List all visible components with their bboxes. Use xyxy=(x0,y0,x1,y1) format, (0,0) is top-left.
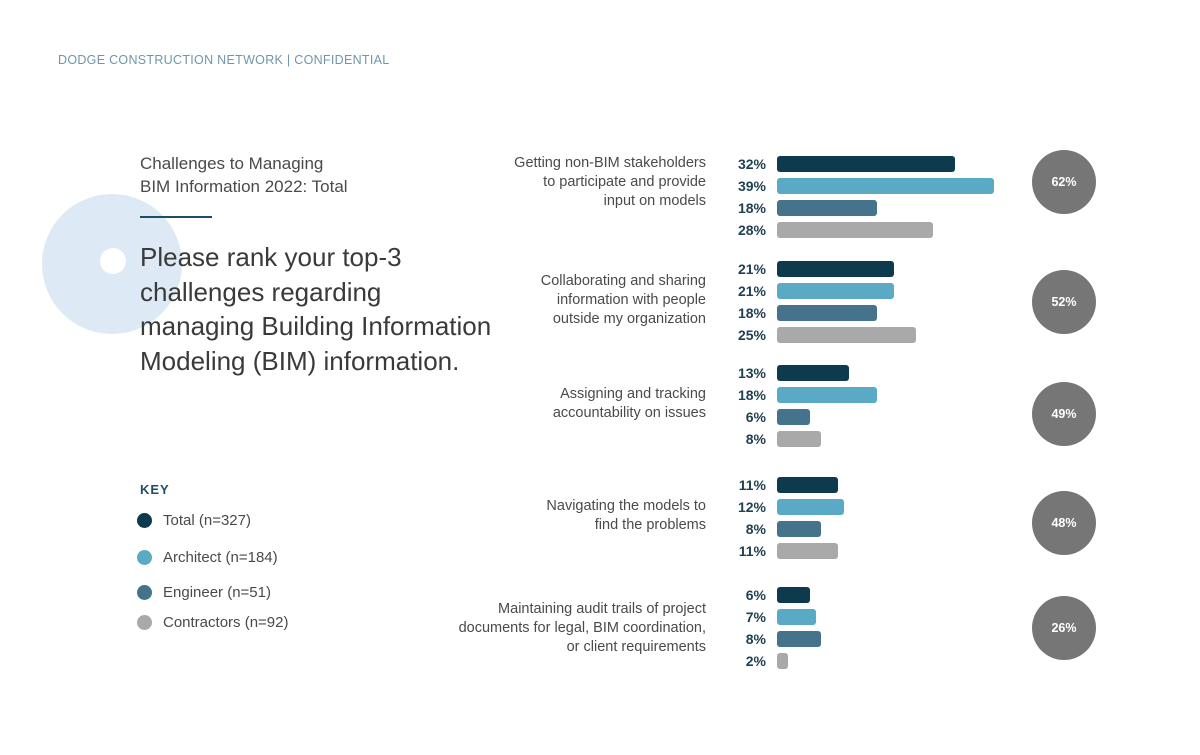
key-swatch-architect xyxy=(137,550,152,565)
bar xyxy=(777,409,811,425)
question-text: Please rank your top-3 challenges regard… xyxy=(140,242,492,376)
key-label-engineer: Engineer (n=51) xyxy=(163,584,271,601)
data-label: 6% xyxy=(745,409,766,425)
bar xyxy=(777,543,839,559)
data-label: 11% xyxy=(738,477,766,493)
data-label: 18% xyxy=(737,305,766,321)
total-badge: 62% xyxy=(1032,150,1096,214)
data-label: 8% xyxy=(745,431,766,447)
data-label: 18% xyxy=(737,200,766,216)
bar xyxy=(777,521,822,537)
bar xyxy=(777,609,816,625)
data-label: 6% xyxy=(745,587,766,603)
data-label: 39% xyxy=(737,178,766,194)
bar xyxy=(777,387,878,403)
key-item-contractors: Contractors (n=92) xyxy=(137,614,288,631)
key-label-contractors: Contractors (n=92) xyxy=(163,614,289,631)
bar xyxy=(777,477,839,493)
category-label: Getting non-BIM stakeholders to particip… xyxy=(514,155,706,209)
key-label-architect: Architect (n=184) xyxy=(163,549,278,566)
data-label: 13% xyxy=(737,365,766,381)
key-item-architect: Architect (n=184) xyxy=(137,549,278,566)
key-label-total: Total (n=327) xyxy=(163,512,251,529)
total-badge: 52% xyxy=(1032,270,1096,334)
bar xyxy=(777,431,822,447)
data-label: 12% xyxy=(737,499,766,515)
bar xyxy=(777,587,811,603)
total-badge: 49% xyxy=(1032,382,1096,446)
category-label: Maintaining audit trails of project docu… xyxy=(458,601,706,655)
data-label: 8% xyxy=(745,631,766,647)
bar xyxy=(777,365,850,381)
bar xyxy=(777,653,789,669)
data-label: 11% xyxy=(738,543,766,559)
bar xyxy=(777,156,955,172)
bar xyxy=(777,283,894,299)
data-label: 21% xyxy=(737,261,766,277)
key-swatch-contractors xyxy=(137,615,152,630)
bar xyxy=(777,200,878,216)
bar xyxy=(777,499,844,515)
total-badge: 26% xyxy=(1032,596,1096,660)
bar xyxy=(777,327,916,343)
key-swatch-engineer xyxy=(137,585,152,600)
data-label: 21% xyxy=(737,283,766,299)
bar xyxy=(777,222,933,238)
data-label: 8% xyxy=(745,521,766,537)
data-label: 7% xyxy=(745,609,766,625)
bar xyxy=(777,261,894,277)
data-label: 18% xyxy=(737,387,766,403)
title-rule xyxy=(140,216,212,218)
chart-title: Challenges to Managing BIM Information 2… xyxy=(140,154,348,196)
key-item-engineer: Engineer (n=51) xyxy=(137,584,271,601)
data-label: 2% xyxy=(745,653,766,669)
bar xyxy=(777,631,822,647)
key-swatch-total xyxy=(137,513,152,528)
decorative-dot xyxy=(100,248,126,274)
data-label: 28% xyxy=(737,222,766,238)
key-item-total: Total (n=327) xyxy=(137,512,251,529)
header-text: DODGE CONSTRUCTION NETWORK | CONFIDENTIA… xyxy=(58,53,390,67)
category-label: Assigning and tracking accountability on… xyxy=(552,386,706,421)
bar xyxy=(777,305,878,321)
category-label: Collaborating and sharing information wi… xyxy=(540,273,706,327)
bar xyxy=(777,178,994,194)
data-label: 25% xyxy=(737,327,766,343)
data-label: 32% xyxy=(737,156,766,172)
key-title: KEY xyxy=(140,482,170,497)
category-label: Navigating the models to find the proble… xyxy=(546,498,706,533)
total-badge: 48% xyxy=(1032,491,1096,555)
